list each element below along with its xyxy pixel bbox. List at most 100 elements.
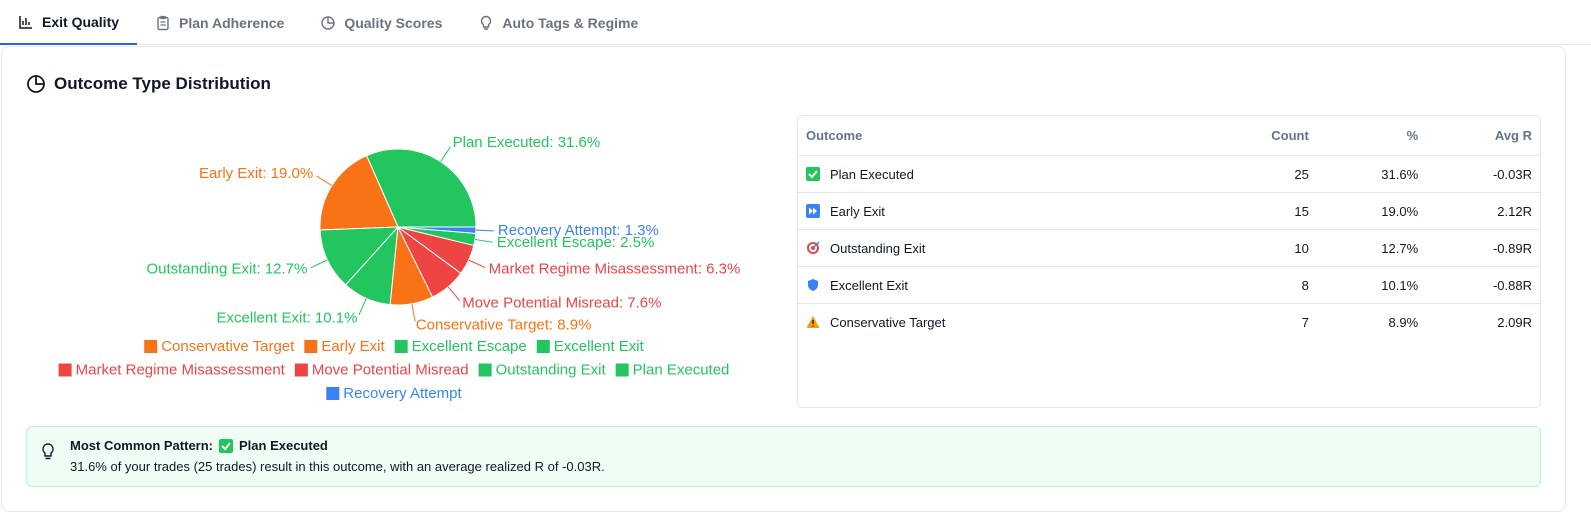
tab[interactable]: Plan Adherence xyxy=(137,0,302,45)
legend-item: Outstanding Exit xyxy=(478,361,607,378)
slice-label: Excellent Exit: 10.1% xyxy=(217,309,358,326)
insight-box: Most Common Pattern: Plan Executed 31.6%… xyxy=(26,426,1541,487)
table-cell: 7 xyxy=(1301,314,1309,330)
slice-label: Excellent Escape: 2.5% xyxy=(497,234,655,251)
table-row: Conservative Target 7 8.9% 2.09R xyxy=(798,304,1540,341)
slice-label: Recovery Attempt: 1.3% xyxy=(498,222,659,239)
slice-label: Move Potential Misread: 7.6% xyxy=(462,295,661,312)
legend-item: Recovery Attempt xyxy=(326,385,463,402)
leader-line xyxy=(474,238,493,243)
table-row: Outstanding Exit 10 12.7% -0.89R xyxy=(798,229,1540,267)
legend-item: Move Potential Misread xyxy=(294,361,469,378)
table-cell: 8.9% xyxy=(1388,314,1419,330)
legend-swatch xyxy=(478,363,492,377)
outcome-icon xyxy=(806,204,820,218)
tab-icon xyxy=(157,15,169,30)
outcome-table: Outcome Count% Avg R Plan Executed 25 31.6% -0… xyxy=(798,116,1540,340)
outcome: Plan Executed xyxy=(806,167,1198,182)
table-row: Plan Executed 25 31.6% -0.03R xyxy=(798,155,1540,193)
tab-bar: Exit Quality Plan Adherence Quality Scores… xyxy=(0,0,1591,45)
table-body: Plan Executed 25 31.6% -0.03R Early Exit 15 19… xyxy=(798,155,1540,341)
outcome-name: Conservative Target xyxy=(830,314,946,330)
legend-label: Outstanding Exit xyxy=(496,361,607,378)
outcome-cell: Excellent Exit xyxy=(798,266,1207,304)
slice-label: Conservative Target: 8.9% xyxy=(416,316,592,333)
bulb-icon xyxy=(42,443,54,460)
tab-label: Auto Tags & Regime xyxy=(502,14,639,31)
tab[interactable]: Exit Quality xyxy=(0,0,138,45)
insight-value: Plan Executed xyxy=(239,438,328,453)
column-header: Outcome xyxy=(798,116,1207,156)
table-cell: 31.6% xyxy=(1316,155,1427,193)
outcome: Outstanding Exit xyxy=(806,241,1198,256)
table-row: Excellent Exit 8 10.1% -0.88R xyxy=(798,266,1540,304)
insight-label: Most Common Pattern: xyxy=(70,438,213,453)
column-header: % xyxy=(1316,116,1427,156)
table-cell: 2.09R xyxy=(1497,314,1532,330)
legend-label: Excellent Exit xyxy=(554,338,645,355)
tab-icon xyxy=(19,15,32,29)
legend-swatch xyxy=(536,340,550,353)
section-title: Outcome Type Distribution xyxy=(54,74,271,93)
slice-label: Outstanding Exit: 12.7% xyxy=(146,260,307,277)
leader-line xyxy=(411,303,416,322)
legend-swatch xyxy=(294,363,308,377)
legend-item: Excellent Escape xyxy=(394,338,527,355)
slice-label: Plan Executed: 31.6% xyxy=(453,134,601,151)
table-cell: 25 xyxy=(1206,155,1317,193)
legend-label: Conservative Target xyxy=(161,338,295,355)
outcome: Conservative Target xyxy=(806,315,1198,330)
table-cell: 10 xyxy=(1206,229,1317,267)
tab[interactable]: Quality Scores xyxy=(302,0,460,45)
legend-swatch xyxy=(58,363,72,377)
outcome-icon xyxy=(806,167,820,181)
leader-line xyxy=(310,259,328,269)
leader-line xyxy=(358,298,367,315)
table-cell: -0.89R xyxy=(1426,229,1540,267)
legend-item: Excellent Exit xyxy=(536,338,645,355)
table-cell: 12.7% xyxy=(1316,229,1427,267)
table-cell: 19.0% xyxy=(1316,192,1427,230)
pie-icon xyxy=(27,75,45,93)
table-cell: 10.1% xyxy=(1316,266,1427,304)
outcome-name: Plan Executed xyxy=(830,166,914,182)
pie-slice xyxy=(319,226,400,286)
table-cell: 2.12R xyxy=(1426,192,1540,230)
tab-label: Quality Scores xyxy=(344,14,443,31)
legend-item: Market Regime Misassessment xyxy=(58,361,286,378)
legend-swatch xyxy=(326,387,340,400)
legend-swatch xyxy=(144,340,158,353)
table-cell: -0.88R xyxy=(1426,266,1540,304)
outcome-cell: Plan Executed xyxy=(798,155,1207,193)
legend-label: Early Exit xyxy=(321,338,385,355)
table-cell: 15 xyxy=(1206,192,1317,230)
table-row: Early Exit 15 19.0% 2.12R xyxy=(798,192,1540,230)
outcome: Early Exit xyxy=(806,204,1198,219)
tab[interactable]: Auto Tags & Regime xyxy=(460,0,656,45)
column-header: Count xyxy=(1206,116,1317,156)
legend-label: Market Regime Misassessment xyxy=(76,361,286,378)
slice-label: Early Exit: 19.0% xyxy=(199,165,313,182)
outcome-name: Excellent Exit xyxy=(830,277,909,293)
outcome-icon xyxy=(807,241,820,254)
table-box: Outcome Count% Avg R Plan Executed 25 31.6% -0… xyxy=(797,115,1541,408)
column-header: Avg R xyxy=(1426,116,1540,156)
outcome: Excellent Exit xyxy=(806,278,1198,293)
legend-swatch xyxy=(615,363,629,377)
legend-swatch xyxy=(394,340,408,353)
leader-line xyxy=(468,259,486,269)
pie-slice xyxy=(319,154,399,231)
tab-label: Exit Quality xyxy=(42,13,120,30)
legend-swatch xyxy=(304,340,318,353)
insight-text: 31.6% of your trades (25 trades) result … xyxy=(70,459,605,474)
outcome-cell: Early Exit xyxy=(798,192,1207,230)
legend-item: Early Exit xyxy=(304,338,386,355)
leader-line xyxy=(316,175,333,187)
tab-icon xyxy=(321,15,336,30)
outcome-icon xyxy=(806,316,820,328)
legend-label: Recovery Attempt xyxy=(343,385,462,402)
section-header: Outcome Type Distribution xyxy=(26,74,271,94)
leader-line xyxy=(475,229,494,232)
table-cell: 8 xyxy=(1206,266,1317,304)
